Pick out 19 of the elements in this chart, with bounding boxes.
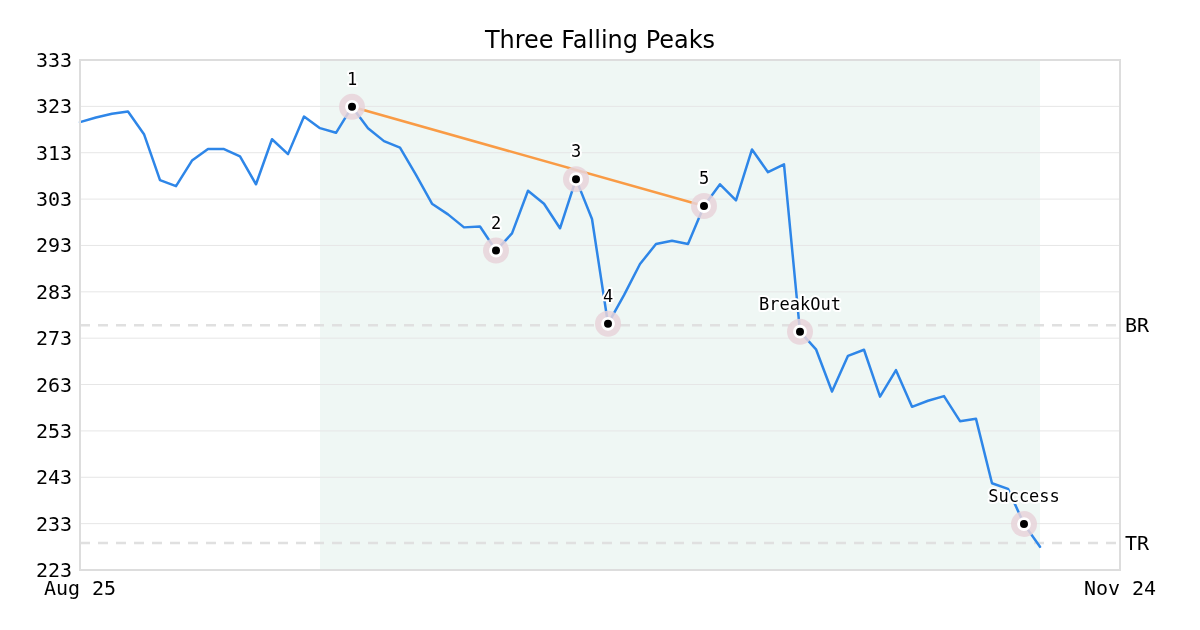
x-tick-label: Nov 24 bbox=[1083, 576, 1157, 600]
y-tick-label: 323 bbox=[35, 94, 72, 119]
y-tick-label: 293 bbox=[35, 233, 72, 258]
annotation: 1 bbox=[346, 68, 358, 89]
y-tick-label: 273 bbox=[35, 326, 72, 351]
ref-line-label: TR bbox=[1125, 531, 1151, 556]
annotation: 5 bbox=[698, 168, 710, 189]
y-tick-label: 233 bbox=[35, 511, 72, 536]
annotation: 2 bbox=[490, 212, 502, 233]
y-tick-label: 243 bbox=[35, 465, 72, 490]
y-tick-label: 313 bbox=[35, 140, 72, 165]
chart-title: Three Falling Peaks bbox=[483, 26, 716, 54]
annotation: 3 bbox=[570, 141, 582, 162]
y-tick-label: 283 bbox=[35, 279, 72, 304]
y-tick-label: 303 bbox=[35, 187, 72, 212]
y-tick-label: 253 bbox=[35, 418, 72, 443]
y-tick-label: 263 bbox=[35, 372, 72, 397]
y-tick-label: 333 bbox=[35, 48, 72, 72]
ref-line-label: BR bbox=[1125, 313, 1151, 338]
